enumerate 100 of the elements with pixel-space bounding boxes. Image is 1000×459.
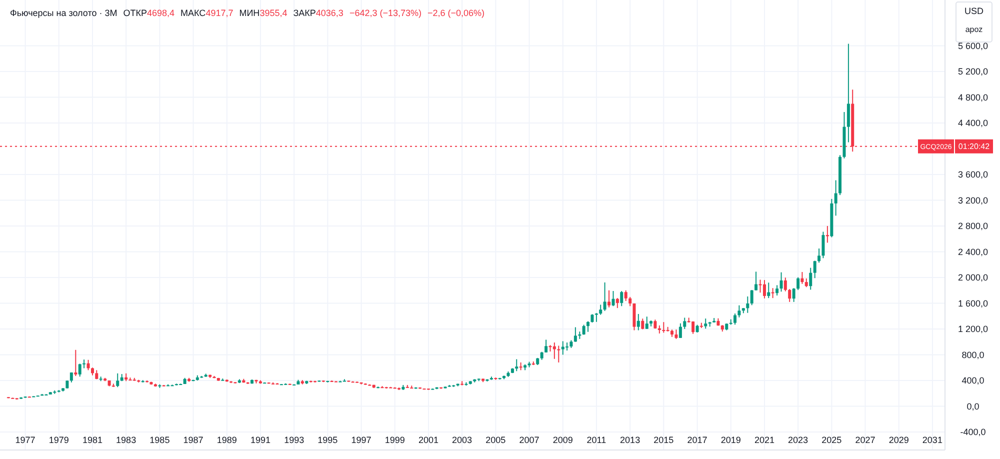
y-tick-label: 5 200,0 [958,66,988,77]
candlestick [586,320,590,332]
x-tick-label: 1977 [15,435,36,445]
y-tick-label: 2 800,0 [958,221,988,232]
y-tick-label: 800,0 [962,350,984,360]
x-tick-label: 2017 [687,435,708,445]
candlestick [78,363,82,378]
candlestick [603,282,606,312]
x-tick-label: 1985 [150,435,170,445]
annotation: МИН [239,8,260,18]
candlestick [608,290,611,308]
candlestick [762,280,766,299]
annotation: −2,6 (−0,06%) [428,8,485,18]
x-tick-label: 1999 [384,435,405,445]
candlestick [704,318,708,330]
candlestick [674,329,678,340]
candlestick [784,277,787,292]
candlestick [792,288,796,302]
candlestick [767,282,770,299]
candlestick [822,231,825,259]
y-tick-label: 3 200,0 [958,195,988,206]
text: Фьючерсы на золото · 3M [10,8,118,18]
annotation: ОТКР [123,8,147,18]
candlestick [628,296,632,307]
text: 01:20:42 [958,142,990,152]
x-tick-label: 1981 [82,435,103,445]
x-tick-label: 2003 [452,435,472,445]
annotation: 3955,4 [260,8,288,18]
annotation: 4036,3 [316,8,344,18]
text: apoz [965,25,983,34]
x-tick-label: 2021 [754,435,774,445]
x-tick-label: 1991 [250,435,270,445]
candlestick [813,260,816,279]
candlestick [662,322,666,334]
candlestick [86,359,90,371]
annotation: 4698,4 [147,8,175,18]
candlestick [796,276,800,291]
x-tick-label: 1997 [351,435,372,445]
candlestick [776,284,779,296]
y-axis-title: USD [964,6,984,16]
candlestick [846,43,850,143]
y-tick-label: 5 600,0 [958,40,988,51]
candlestick [788,288,792,302]
candlestick [544,339,548,353]
candlestick [780,272,783,292]
x-tick-label: 2001 [418,435,438,445]
x-tick-label: 1989 [216,435,237,445]
x-tick-label: 2015 [654,435,674,445]
candlestick [620,290,624,307]
y-tick-label: 4 800,0 [958,92,988,102]
candlestick [818,248,821,264]
candlestick [800,271,804,284]
candlestick [834,180,838,216]
candlestick [738,304,741,318]
candlestick [754,271,758,291]
y-tick-label: 400,0 [962,376,984,386]
x-tick-label: 2029 [888,435,909,445]
candlestick [116,372,120,388]
annotation: −642,3 (−13,73%) [349,8,422,18]
x-tick-label: 1993 [284,435,304,445]
y-tick-label: 4 400,0 [958,118,988,128]
x-tick-label: 1983 [116,435,136,445]
candlestick [599,304,602,316]
x-tick-label: 1987 [183,435,204,445]
x-tick-label: 2023 [788,435,808,445]
candlestick [733,313,736,326]
candlestick [809,267,812,290]
annotation: МАКС [180,8,206,18]
candlestick [750,290,754,306]
candlestick [771,288,774,299]
candlestick [692,320,695,334]
annotation: 4917,7 [206,8,234,18]
candlestick [612,290,615,307]
candlestick [515,358,518,372]
candlestick [683,317,686,330]
candlestick [74,349,78,376]
x-tick-label: 1995 [318,435,338,445]
candlestick [645,316,648,330]
candlestick [561,340,564,356]
candlestick [641,318,644,330]
y-tick-label: -400,0 [960,427,986,438]
y-tick-label: 1 600,0 [958,298,988,308]
x-tick-label: 2005 [486,435,506,445]
candlestick [624,290,628,302]
candlestick [557,345,560,363]
candlestick [678,322,682,338]
y-tick-label: 2 000,0 [958,272,988,283]
candlestick [636,313,640,331]
x-tick-label: 2019 [720,435,741,445]
candlestick [574,326,577,342]
x-tick-label: 2025 [822,435,842,445]
x-tick-label: 2011 [586,435,606,445]
candlestick [746,296,750,314]
candlestick [582,324,586,336]
y-tick-label: 3 600,0 [958,170,988,180]
y-tick-label: 0,0 [966,401,980,412]
y-tick-label: 2 400,0 [958,246,988,257]
x-tick-label: 1979 [48,435,69,445]
x-tick-label: 2009 [552,435,573,445]
y-tick-label: 1 200,0 [958,324,988,334]
